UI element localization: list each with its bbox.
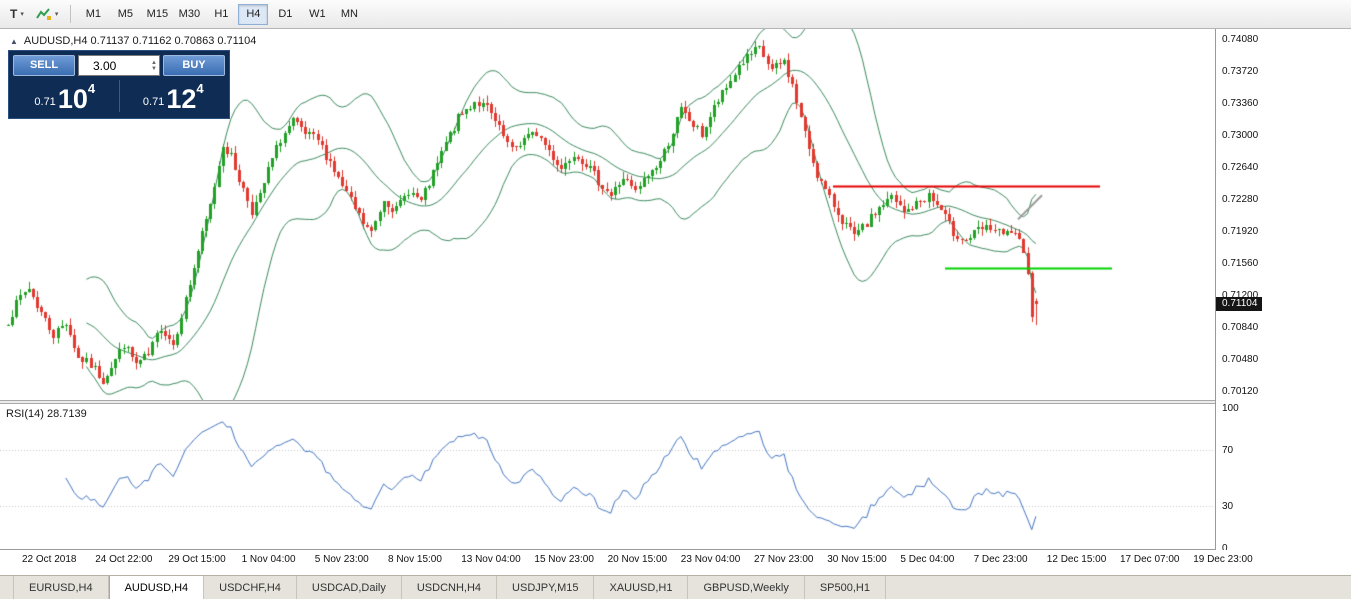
time-axis-label: 15 Nov 23:00 xyxy=(534,554,594,565)
timeframe-button[interactable]: MN xyxy=(334,4,364,25)
price-tick-label: 0.70840 xyxy=(1222,322,1259,334)
stepper-up-icon[interactable]: ▲ xyxy=(151,59,157,66)
volume-input[interactable]: 3.00 ▲ ▼ xyxy=(78,55,160,76)
time-axis-label: 5 Nov 23:00 xyxy=(314,554,369,565)
price-tick-label: 0.70120 xyxy=(1222,386,1259,398)
indicators-icon xyxy=(36,8,51,20)
price-tick-label: 0.71920 xyxy=(1222,225,1259,237)
price-tick-label: 0.73720 xyxy=(1222,65,1259,77)
buy-price-pipette: 4 xyxy=(196,81,204,96)
one-click-trading-panel: SELL 3.00 ▲ ▼ BUY 0.71 10 4 0.71 12 4 xyxy=(8,50,230,119)
sell-button[interactable]: SELL xyxy=(13,55,75,76)
timeframe-button[interactable]: W1 xyxy=(302,4,332,25)
timeframe-button[interactable]: M1 xyxy=(78,4,108,25)
time-axis-label: 19 Dec 23:00 xyxy=(1193,554,1253,565)
chart-tab[interactable]: USDCHF,H4 xyxy=(204,576,297,599)
rsi-scale-label: 30 xyxy=(1222,501,1234,512)
tab-bar-stub xyxy=(0,576,14,599)
rsi-indicator-label: RSI(14) 28.7139 xyxy=(6,408,87,420)
chart-tab[interactable]: USDCNH,H4 xyxy=(402,576,498,599)
template-icon: T xyxy=(10,7,18,21)
sell-price: 0.71 10 4 xyxy=(13,78,117,114)
chart-tab[interactable]: GBPUSD,Weekly xyxy=(688,576,805,599)
trade-panel-divider xyxy=(118,80,120,112)
timeframe-group: M1 M5 M15 M30 H1 H4 D1 W1 MN xyxy=(77,3,365,25)
timeframe-button[interactable]: M30 xyxy=(174,4,204,25)
chart-tab[interactable]: XAUUSD,H1 xyxy=(594,576,689,599)
time-axis-label: 22 Oct 2018 xyxy=(22,554,77,565)
buy-button[interactable]: BUY xyxy=(163,55,225,76)
time-axis-label: 29 Oct 15:00 xyxy=(168,554,226,565)
chart-tab[interactable]: AUDUSD,H4 xyxy=(108,576,205,599)
toolbar-separator xyxy=(70,5,72,23)
chart-title: AUDUSD,H4 0.71137 0.71162 0.70863 0.7110… xyxy=(23,35,257,47)
rsi-scale-label: 100 xyxy=(1222,403,1239,414)
time-axis-label: 20 Nov 15:00 xyxy=(607,554,668,565)
chart-tab-bar: EURUSD,H4 AUDUSD,H4 USDCHF,H4 USDCAD,Daily U… xyxy=(0,575,1351,599)
buy-price-prefix: 0.71 xyxy=(142,96,165,108)
tab-list: EURUSD,H4 AUDUSD,H4 USDCHF,H4 USDCAD,Daily U… xyxy=(14,576,886,599)
timeframe-button[interactable]: H4 xyxy=(238,3,269,25)
current-price-badge: 0.71104 xyxy=(1216,296,1263,311)
buy-price-big: 12 xyxy=(166,84,197,114)
volume-value: 3.00 xyxy=(93,58,117,73)
price-tick-label: 0.73000 xyxy=(1222,129,1259,141)
indicators-button[interactable]: ▾ xyxy=(30,4,65,24)
time-axis-label: 8 Nov 15:00 xyxy=(388,554,442,565)
chevron-down-icon: ▾ xyxy=(54,11,59,18)
timeframe-button[interactable]: D1 xyxy=(270,4,300,25)
price-tick-label: 0.72280 xyxy=(1222,193,1259,205)
chart-area: ▲ AUDUSD,H4 0.71137 0.71162 0.70863 0.71… xyxy=(0,29,1351,575)
one-click-collapse-icon[interactable]: ▲ xyxy=(10,36,18,46)
rsi-scale-label: 0 xyxy=(1222,543,1228,554)
price-tick-label: 0.73360 xyxy=(1222,97,1259,109)
sell-price-pipette: 4 xyxy=(87,81,96,96)
price-tick-label: 0.70480 xyxy=(1222,354,1259,366)
time-axis-label: 1 Nov 04:00 xyxy=(241,554,296,565)
price-tick-label: 0.71560 xyxy=(1222,258,1259,270)
price-tick-label: 0.71200 xyxy=(1222,290,1259,302)
time-axis[interactable]: 22 Oct 2018 24 Oct 22:00 29 Oct 15:00 1 Nov… xyxy=(0,550,1351,575)
time-axis-label: 7 Dec 23:00 xyxy=(973,554,1028,565)
stepper-down-icon[interactable]: ▼ xyxy=(151,65,157,72)
price-axis-separator xyxy=(1215,29,1216,549)
timeframe-button[interactable]: M15 xyxy=(142,4,172,25)
chevron-down-icon: ▾ xyxy=(20,11,24,18)
chart-tab[interactable]: EURUSD,H4 xyxy=(14,576,109,599)
chart-tab[interactable]: USDCAD,Daily xyxy=(297,576,402,599)
time-axis-label: 5 Dec 04:00 xyxy=(900,554,955,565)
toolbar: T ▾ ▾ M1 M5 M15 M30 H1 H4 D1 W1 MN xyxy=(0,0,1351,29)
price-axis[interactable]: 0.71104 0.74080 0.73720 0.73360 0.73000 0.72… xyxy=(1216,29,1351,575)
time-axis-label: 24 Oct 22:00 xyxy=(95,554,153,565)
pane-divider[interactable] xyxy=(0,400,1351,404)
chart-header: ▲ AUDUSD,H4 0.71137 0.71162 0.70863 0.71… xyxy=(10,35,256,47)
time-axis-separator xyxy=(0,549,1351,550)
time-axis-label: 12 Dec 15:00 xyxy=(1046,554,1107,565)
timeframe-button[interactable]: M5 xyxy=(110,4,140,25)
buy-price: 0.71 12 4 xyxy=(122,78,226,114)
chart-tab[interactable]: SP500,H1 xyxy=(805,576,886,599)
time-axis-label: 27 Nov 23:00 xyxy=(754,554,814,565)
rsi-scale-label: 70 xyxy=(1222,445,1234,456)
timeframe-button[interactable]: H1 xyxy=(206,4,236,25)
time-axis-label: 13 Nov 04:00 xyxy=(461,554,521,565)
time-axis-label: 30 Nov 15:00 xyxy=(827,554,887,565)
sell-price-big: 10 xyxy=(57,84,88,114)
time-axis-label: 23 Nov 04:00 xyxy=(680,554,741,565)
chart-tab[interactable]: USDJPY,M15 xyxy=(497,576,595,599)
sell-price-prefix: 0.71 xyxy=(34,96,56,108)
rsi-canvas[interactable] xyxy=(0,404,1216,549)
volume-stepper[interactable]: ▲ ▼ xyxy=(151,60,157,72)
templates-button[interactable]: T ▾ xyxy=(4,4,30,24)
price-tick-label: 0.74080 xyxy=(1222,33,1259,45)
price-tick-label: 0.72640 xyxy=(1222,161,1259,173)
time-axis-label: 17 Dec 07:00 xyxy=(1120,554,1180,565)
